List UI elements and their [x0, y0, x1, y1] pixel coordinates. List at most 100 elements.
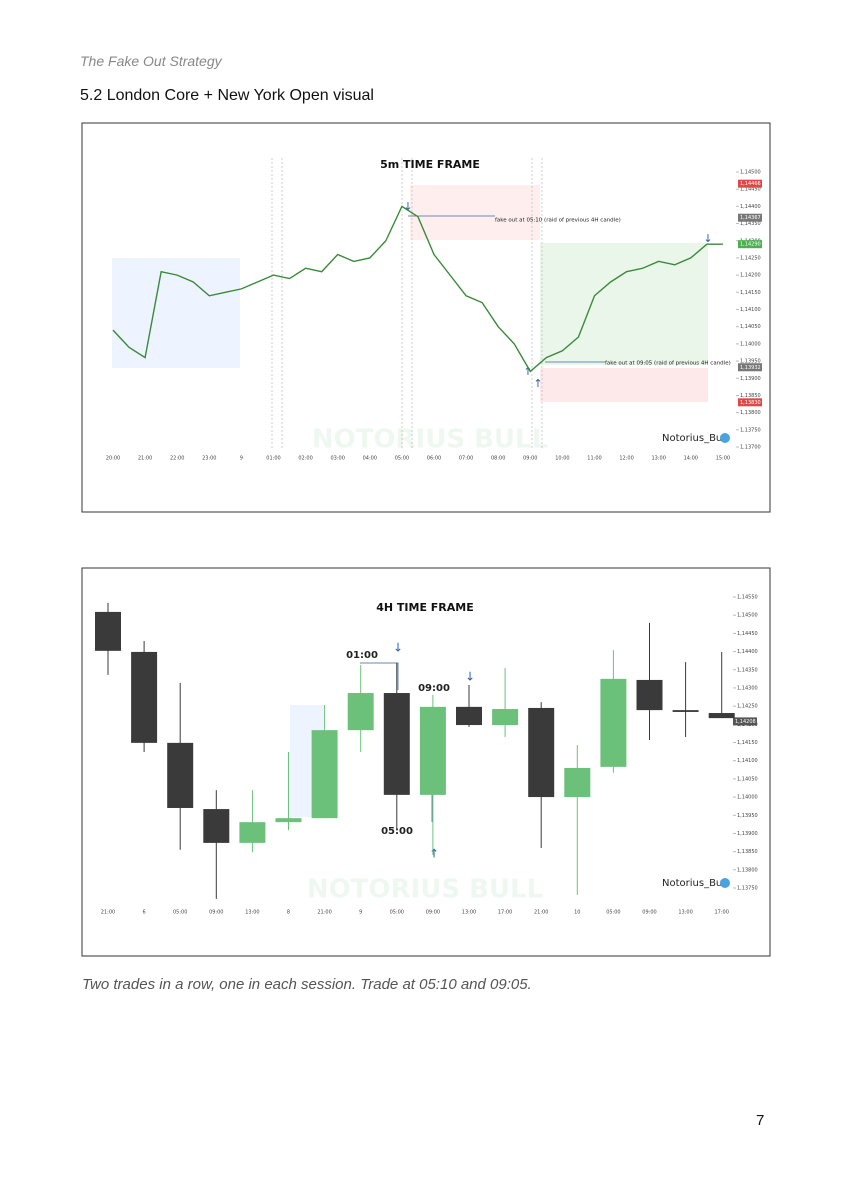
annotation: 09:00 — [418, 683, 450, 694]
price-tag-label: 1,13932 — [740, 365, 761, 371]
x-tick-label: 09:00 — [523, 456, 537, 462]
x-tick-label: 9 — [240, 456, 243, 462]
y-tick-label: 1,13700 — [740, 445, 761, 451]
x-tick-label: 6 — [143, 910, 146, 916]
verified-badge — [720, 878, 730, 888]
page-number: 7 — [756, 1112, 765, 1129]
annotation: fake out at 05:10 (raid of previous 4H c… — [495, 218, 621, 224]
candle-body — [636, 679, 663, 711]
x-tick-label: 21:00 — [317, 910, 331, 916]
x-tick-label: 21:00 — [138, 456, 152, 462]
x-tick-label: 21:00 — [534, 910, 548, 916]
price-tag — [738, 398, 762, 407]
x-tick-label: 01:00 — [266, 456, 280, 462]
candle-body — [167, 742, 194, 808]
section-heading: 5.2 London Core + New York Open visual — [80, 87, 374, 104]
price-tag — [733, 717, 757, 726]
running-header: The Fake Out Strategy — [80, 53, 222, 69]
y-tick-label: 1,14500 — [737, 613, 758, 619]
candle-body — [203, 809, 230, 843]
y-tick-label: 1,14550 — [737, 595, 758, 601]
price-tag-label: 1,14290 — [740, 242, 761, 248]
candle-body — [239, 822, 266, 843]
x-tick-label: 11:00 — [587, 456, 601, 462]
y-tick-label: 1,13950 — [737, 813, 758, 819]
price-tag — [738, 363, 762, 372]
candle-body — [347, 693, 374, 731]
y-tick-label: 1,13850 — [740, 393, 761, 399]
y-tick-label: 1,13900 — [740, 376, 761, 382]
annotation: 05:00 — [381, 826, 413, 837]
y-tick-label: 1,13800 — [740, 410, 761, 416]
y-tick-label: 1,13800 — [737, 867, 758, 873]
candle-body — [275, 818, 302, 823]
watermark: NOTORIUS BULL — [307, 875, 543, 905]
y-tick-label: 1,14450 — [740, 187, 761, 193]
annotation-line — [360, 662, 399, 690]
candle-body — [131, 651, 158, 743]
y-tick-label: 1,14000 — [737, 795, 758, 801]
y-tick-label: 1,14050 — [737, 776, 758, 782]
x-tick-label: 13:00 — [462, 910, 476, 916]
y-tick-label: 1,14200 — [740, 273, 761, 279]
y-tick-label: 1,14400 — [740, 204, 761, 210]
candle-body — [419, 706, 446, 795]
price-tag — [738, 240, 762, 249]
x-tick-label: 12:00 — [619, 456, 633, 462]
watermark: NOTORIUS BULL — [312, 425, 548, 455]
price-tag-label: 1,14367 — [740, 215, 761, 221]
x-tick-label: 20:00 — [106, 456, 120, 462]
y-tick-label: 1,14050 — [740, 324, 761, 330]
x-tick-label: 08:00 — [491, 456, 505, 462]
x-tick-label: 05:00 — [173, 910, 187, 916]
verified-badge — [720, 433, 730, 443]
y-tick-label: 1,14100 — [737, 758, 758, 764]
x-tick-label: 07:00 — [459, 456, 473, 462]
chart-title: 4H TIME FRAME — [376, 601, 474, 614]
arrow: ↓ — [703, 232, 712, 245]
price-tag-label: 1,14208 — [735, 719, 756, 725]
x-tick-label: 13:00 — [245, 910, 259, 916]
x-tick-label: 05:00 — [606, 910, 620, 916]
y-tick-label: 1,14300 — [737, 685, 758, 691]
x-tick-label: 17:00 — [498, 910, 512, 916]
candle-body — [311, 730, 338, 819]
reward-box — [540, 243, 708, 365]
chart-title: 5m TIME FRAME — [380, 158, 480, 171]
x-tick-label: 15:00 — [716, 456, 730, 462]
x-tick-label: 03:00 — [330, 456, 344, 462]
x-tick-label: 13:00 — [651, 456, 665, 462]
y-tick-label: 1,14500 — [740, 170, 761, 176]
y-tick-label: 1,13900 — [737, 831, 758, 837]
candle-body — [564, 767, 591, 798]
y-tick-label: 1,14350 — [740, 221, 761, 227]
candle-body — [708, 713, 735, 719]
x-tick-label: 05:00 — [395, 456, 409, 462]
price-tag-label: 1,13830 — [740, 400, 761, 406]
arrow: ↓ — [403, 200, 412, 213]
credit: Notorius_Bull — [662, 433, 728, 444]
annotation: 01:00 — [346, 650, 378, 661]
x-tick-label: 09:00 — [642, 910, 656, 916]
candle-body — [672, 710, 699, 712]
arrow: ↓ — [393, 641, 403, 655]
y-tick-label: 1,13750 — [740, 427, 761, 433]
x-tick-label: 06:00 — [427, 456, 441, 462]
x-tick-label: 04:00 — [363, 456, 377, 462]
x-tick-label: 9 — [359, 910, 362, 916]
x-tick-label: 22:00 — [170, 456, 184, 462]
y-tick-label: 1,14100 — [740, 307, 761, 313]
x-tick-label: 21:00 — [101, 910, 115, 916]
x-tick-label: 09:00 — [426, 910, 440, 916]
x-tick-label: 10:00 — [555, 456, 569, 462]
arrow: ↑ — [523, 365, 532, 378]
y-tick-label: 1,13750 — [737, 886, 758, 892]
price-tag — [738, 213, 762, 222]
x-tick-label: 10 — [574, 910, 580, 916]
y-tick-label: 1,13850 — [737, 849, 758, 855]
x-tick-label: 14:00 — [684, 456, 698, 462]
candle-body — [492, 709, 519, 726]
risk-box — [540, 368, 708, 402]
